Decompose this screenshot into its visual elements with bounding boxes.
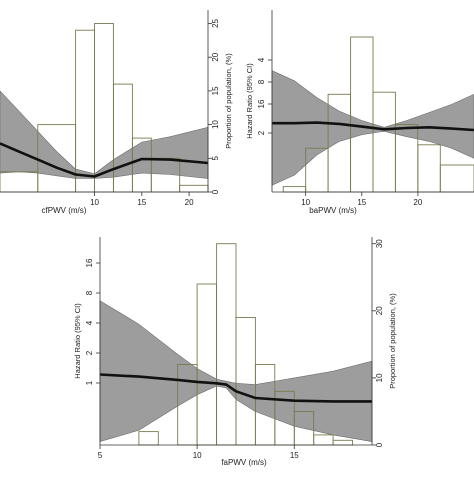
left-y-tick-label: 1 — [85, 380, 94, 385]
left-y-tick-label: 16 — [85, 258, 94, 267]
right-y-tick-label: 5 — [211, 156, 220, 161]
histogram-bar — [372, 91, 396, 193]
left-y-tick-label: 4 — [257, 57, 266, 62]
right-y-tick-label: 10 — [211, 120, 220, 129]
hazard-ratio-curve — [0, 142, 209, 178]
histogram-bar — [75, 29, 95, 193]
x-tick-label: 20 — [185, 198, 194, 207]
right-y-tick-label: 30 — [375, 239, 384, 248]
histogram-bar — [332, 439, 353, 446]
right-y-tick-label: 25 — [211, 18, 220, 27]
histogram-bar — [350, 36, 374, 193]
histogram-bar — [196, 283, 217, 446]
right-axis-label: Proportion of population, (%) — [388, 293, 397, 389]
left-y-tick-label: 2 — [257, 130, 266, 135]
hazard-ratio-curve — [99, 373, 372, 403]
x-tick-label: 20 — [413, 198, 422, 207]
right-y-tick-label: 0 — [375, 442, 384, 447]
left-axis-label: Hazard Ratio (95% CI) — [245, 63, 254, 139]
right-y-tick-label: 20 — [375, 306, 384, 315]
panel-cfpwv: 10 15 20 cfPWV (m/s) 0 5 10 15 20 25 Proportion of… — [0, 10, 233, 215]
histogram-bar — [138, 431, 159, 446]
histogram-bar — [0, 171, 39, 193]
histogram-bar — [179, 184, 209, 193]
x-tick-label: 5 — [98, 451, 103, 460]
x-axis-label: cfPWV (m/s) — [42, 206, 87, 215]
x-tick-label: 10 — [193, 451, 202, 460]
confidence-band — [0, 90, 209, 179]
right-y-tick-label: 20 — [211, 52, 220, 61]
left-y-tick-label: 8 — [257, 79, 266, 84]
x-axis-label: faPWV (m/s) — [221, 458, 267, 467]
hazard-ratio-curve — [272, 121, 474, 132]
right-y-tick-label: 15 — [211, 86, 220, 95]
histogram-bar — [417, 144, 441, 193]
right-y-tick-label: 0 — [211, 189, 220, 194]
x-tick-label: 15 — [290, 451, 299, 460]
histogram-bar — [282, 186, 307, 193]
x-tick-label: 15 — [137, 198, 146, 207]
left-y-tick-label: 8 — [85, 290, 94, 295]
right-y-tick-label: 10 — [375, 373, 384, 382]
left-y-tick-label: 16 — [257, 99, 266, 108]
left-y-tick-label: 2 — [85, 350, 94, 355]
x-tick-label: 10 — [301, 198, 310, 207]
x-tick-label: 10 — [90, 198, 99, 207]
histogram-bar — [235, 317, 256, 446]
x-tick-label: 15 — [357, 198, 366, 207]
left-axis-label: Hazard Ratio (95% CI) — [73, 303, 82, 379]
left-y-tick-label: 4 — [85, 320, 94, 325]
histogram-bar — [439, 164, 474, 193]
x-axis-label: baPWV (m/s) — [309, 206, 357, 215]
panel-fapwv: 5 10 15 faPWV (m/s) 0 10 20 30 Proportion of pop… — [73, 237, 397, 467]
right-axis-label: Proportion of population, (%) — [224, 53, 233, 149]
histogram-bar — [313, 434, 334, 446]
histogram-bar — [216, 243, 237, 446]
